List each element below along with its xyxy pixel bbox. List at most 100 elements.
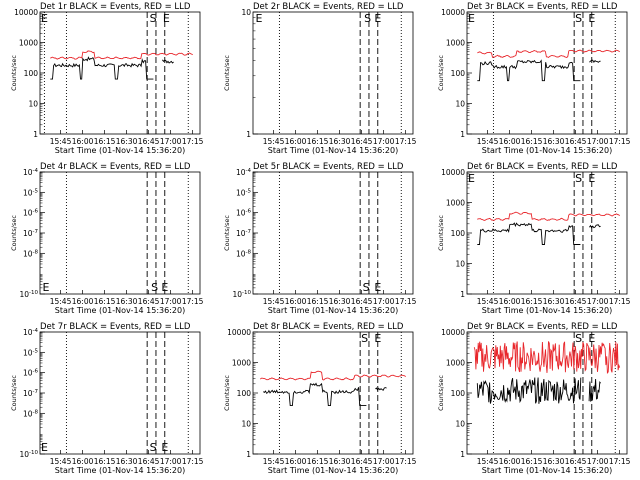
chart-title: Det 4r BLACK = Events, RED = LLD [40, 162, 191, 172]
x-tick-label: 15:45 [477, 297, 499, 306]
marker-e: E [374, 12, 381, 25]
x-tick-label: 16:45 [138, 137, 160, 146]
x-tick-label: 17:00 [160, 297, 182, 306]
series-line-lld [477, 211, 620, 221]
x-tick-label: 17:15 [395, 457, 417, 466]
y-tick-label: 10-4 [23, 168, 39, 177]
x-tick-label: 16:15 [307, 297, 329, 306]
x-tick-label: 16:30 [329, 457, 351, 466]
y-tick-label: 10-6 [236, 209, 252, 218]
marker-e: E [41, 12, 48, 25]
marker-e: E [374, 281, 381, 294]
x-tick-label: 16:45 [565, 137, 587, 146]
y-tick-label: 10-4 [23, 328, 39, 337]
series-line-lld [260, 370, 406, 381]
y-axis-label: Counts/sec [437, 215, 445, 251]
chart-panel-7: Det 7r BLACK = Events, RED = LLD 10-10 10-… [10, 322, 204, 475]
x-tick-label: 16:30 [116, 457, 138, 466]
y-tick-label: 100 [451, 69, 466, 78]
x-axis-label: Start Time (01-Nov-14 15:36:20) [55, 146, 185, 155]
y-tick-label: 10000 [14, 8, 38, 17]
chart-panel-4: Det 4r BLACK = Events, RED = LLD 10-10 10-… [10, 162, 204, 315]
series-line-events [50, 56, 174, 80]
y-tick-label: 10 [28, 100, 38, 109]
series-line-lld [477, 49, 620, 59]
y-tick-label: 10 [455, 420, 465, 429]
marker-s: S [364, 12, 371, 25]
x-tick-label: 16:45 [138, 457, 160, 466]
marker-e: E [161, 281, 168, 294]
chart-panel-5: Det 5r BLACK = Events, RED = LLD 10-10 10-… [223, 162, 417, 315]
x-tick-label: 15:45 [50, 457, 72, 466]
y-tick-label: 100 [237, 389, 252, 398]
chart-panel-2: Det 2r BLACK = Events, RED = LLD 1 10 15:45… [223, 2, 417, 155]
x-tick-label: 16:45 [351, 457, 373, 466]
marker-e: E [42, 281, 49, 294]
x-tick-label: 15:45 [263, 457, 285, 466]
x-tick-label: 16:00 [72, 457, 94, 466]
x-tick-label: 16:15 [307, 457, 329, 466]
marker-e: E [588, 12, 595, 25]
x-tick-label: 16:30 [543, 457, 565, 466]
plot-frame [39, 171, 201, 295]
marker-e: E [163, 12, 170, 25]
chart-panel-3: Det 3r BLACK = Events, RED = LLD 1 10 100 10… [437, 2, 631, 155]
y-tick-label: 10-5 [236, 188, 252, 197]
y-axis-label: Counts/sec [437, 55, 445, 91]
marker-e: E [41, 441, 48, 454]
x-tick-label: 16:00 [285, 297, 307, 306]
x-tick-label: 17:15 [182, 457, 204, 466]
x-tick-label: 15:45 [263, 297, 285, 306]
x-tick-label: 16:00 [499, 137, 521, 146]
y-tick-label: 10-8 [23, 409, 39, 418]
y-tick-label: 10-7 [236, 229, 252, 238]
y-tick-label: 10-7 [23, 229, 39, 238]
x-tick-label: 17:00 [373, 137, 395, 146]
marker-s: S [361, 332, 368, 345]
y-tick-label: 10-5 [23, 348, 39, 357]
y-tick-label: 10 [241, 420, 251, 429]
y-axis-label: Counts/sec [437, 375, 445, 411]
chart-title: Det 2r BLACK = Events, RED = LLD [253, 2, 404, 12]
x-axis-label: Start Time (01-Nov-14 15:36:20) [482, 466, 612, 475]
chart-title: Det 6r BLACK = Events, RED = LLD [467, 162, 618, 172]
y-tick-label: 10-10 [19, 450, 38, 459]
x-tick-label: 17:15 [182, 137, 204, 146]
x-tick-label: 16:30 [543, 137, 565, 146]
marker-s: S [363, 281, 370, 294]
x-tick-label: 17:00 [587, 137, 609, 146]
y-axis-label: Counts/sec [223, 215, 231, 251]
x-tick-label: 16:15 [94, 137, 116, 146]
plot-frame [39, 331, 201, 455]
x-tick-label: 17:15 [609, 297, 631, 306]
x-tick-label: 16:45 [351, 297, 373, 306]
series-line-events [263, 382, 387, 407]
marker-e: E [161, 441, 168, 454]
y-tick-label: 100 [451, 389, 466, 398]
x-tick-label: 17:15 [182, 297, 204, 306]
y-tick-label: 1000 [446, 359, 465, 368]
y-tick-label: 100 [451, 229, 466, 238]
marker-e: E [588, 332, 595, 345]
marker-s: S [575, 12, 582, 25]
y-tick-label: 10-6 [23, 209, 39, 218]
y-tick-label: 10 [455, 260, 465, 269]
y-axis-label: Counts/sec [223, 55, 231, 91]
chart-panel-6: Det 6r BLACK = Events, RED = LLD 1 10 100 10… [437, 162, 631, 315]
x-tick-label: 17:00 [587, 457, 609, 466]
marker-e: E [255, 12, 262, 25]
x-tick-label: 16:00 [285, 137, 307, 146]
x-axis-label: Start Time (01-Nov-14 15:36:20) [268, 466, 398, 475]
series-line-events [476, 377, 601, 404]
x-axis-label: Start Time (01-Nov-14 15:36:20) [268, 306, 398, 315]
chart-title: Det 1r BLACK = Events, RED = LLD [40, 2, 191, 12]
x-tick-label: 15:45 [477, 457, 499, 466]
marker-e: E [374, 332, 381, 345]
marker-s: S [575, 332, 582, 345]
x-tick-label: 16:45 [565, 297, 587, 306]
x-tick-label: 15:45 [50, 137, 72, 146]
y-tick-label: 1000 [19, 39, 38, 48]
x-tick-label: 17:15 [609, 457, 631, 466]
y-tick-label: 10-8 [23, 249, 39, 258]
